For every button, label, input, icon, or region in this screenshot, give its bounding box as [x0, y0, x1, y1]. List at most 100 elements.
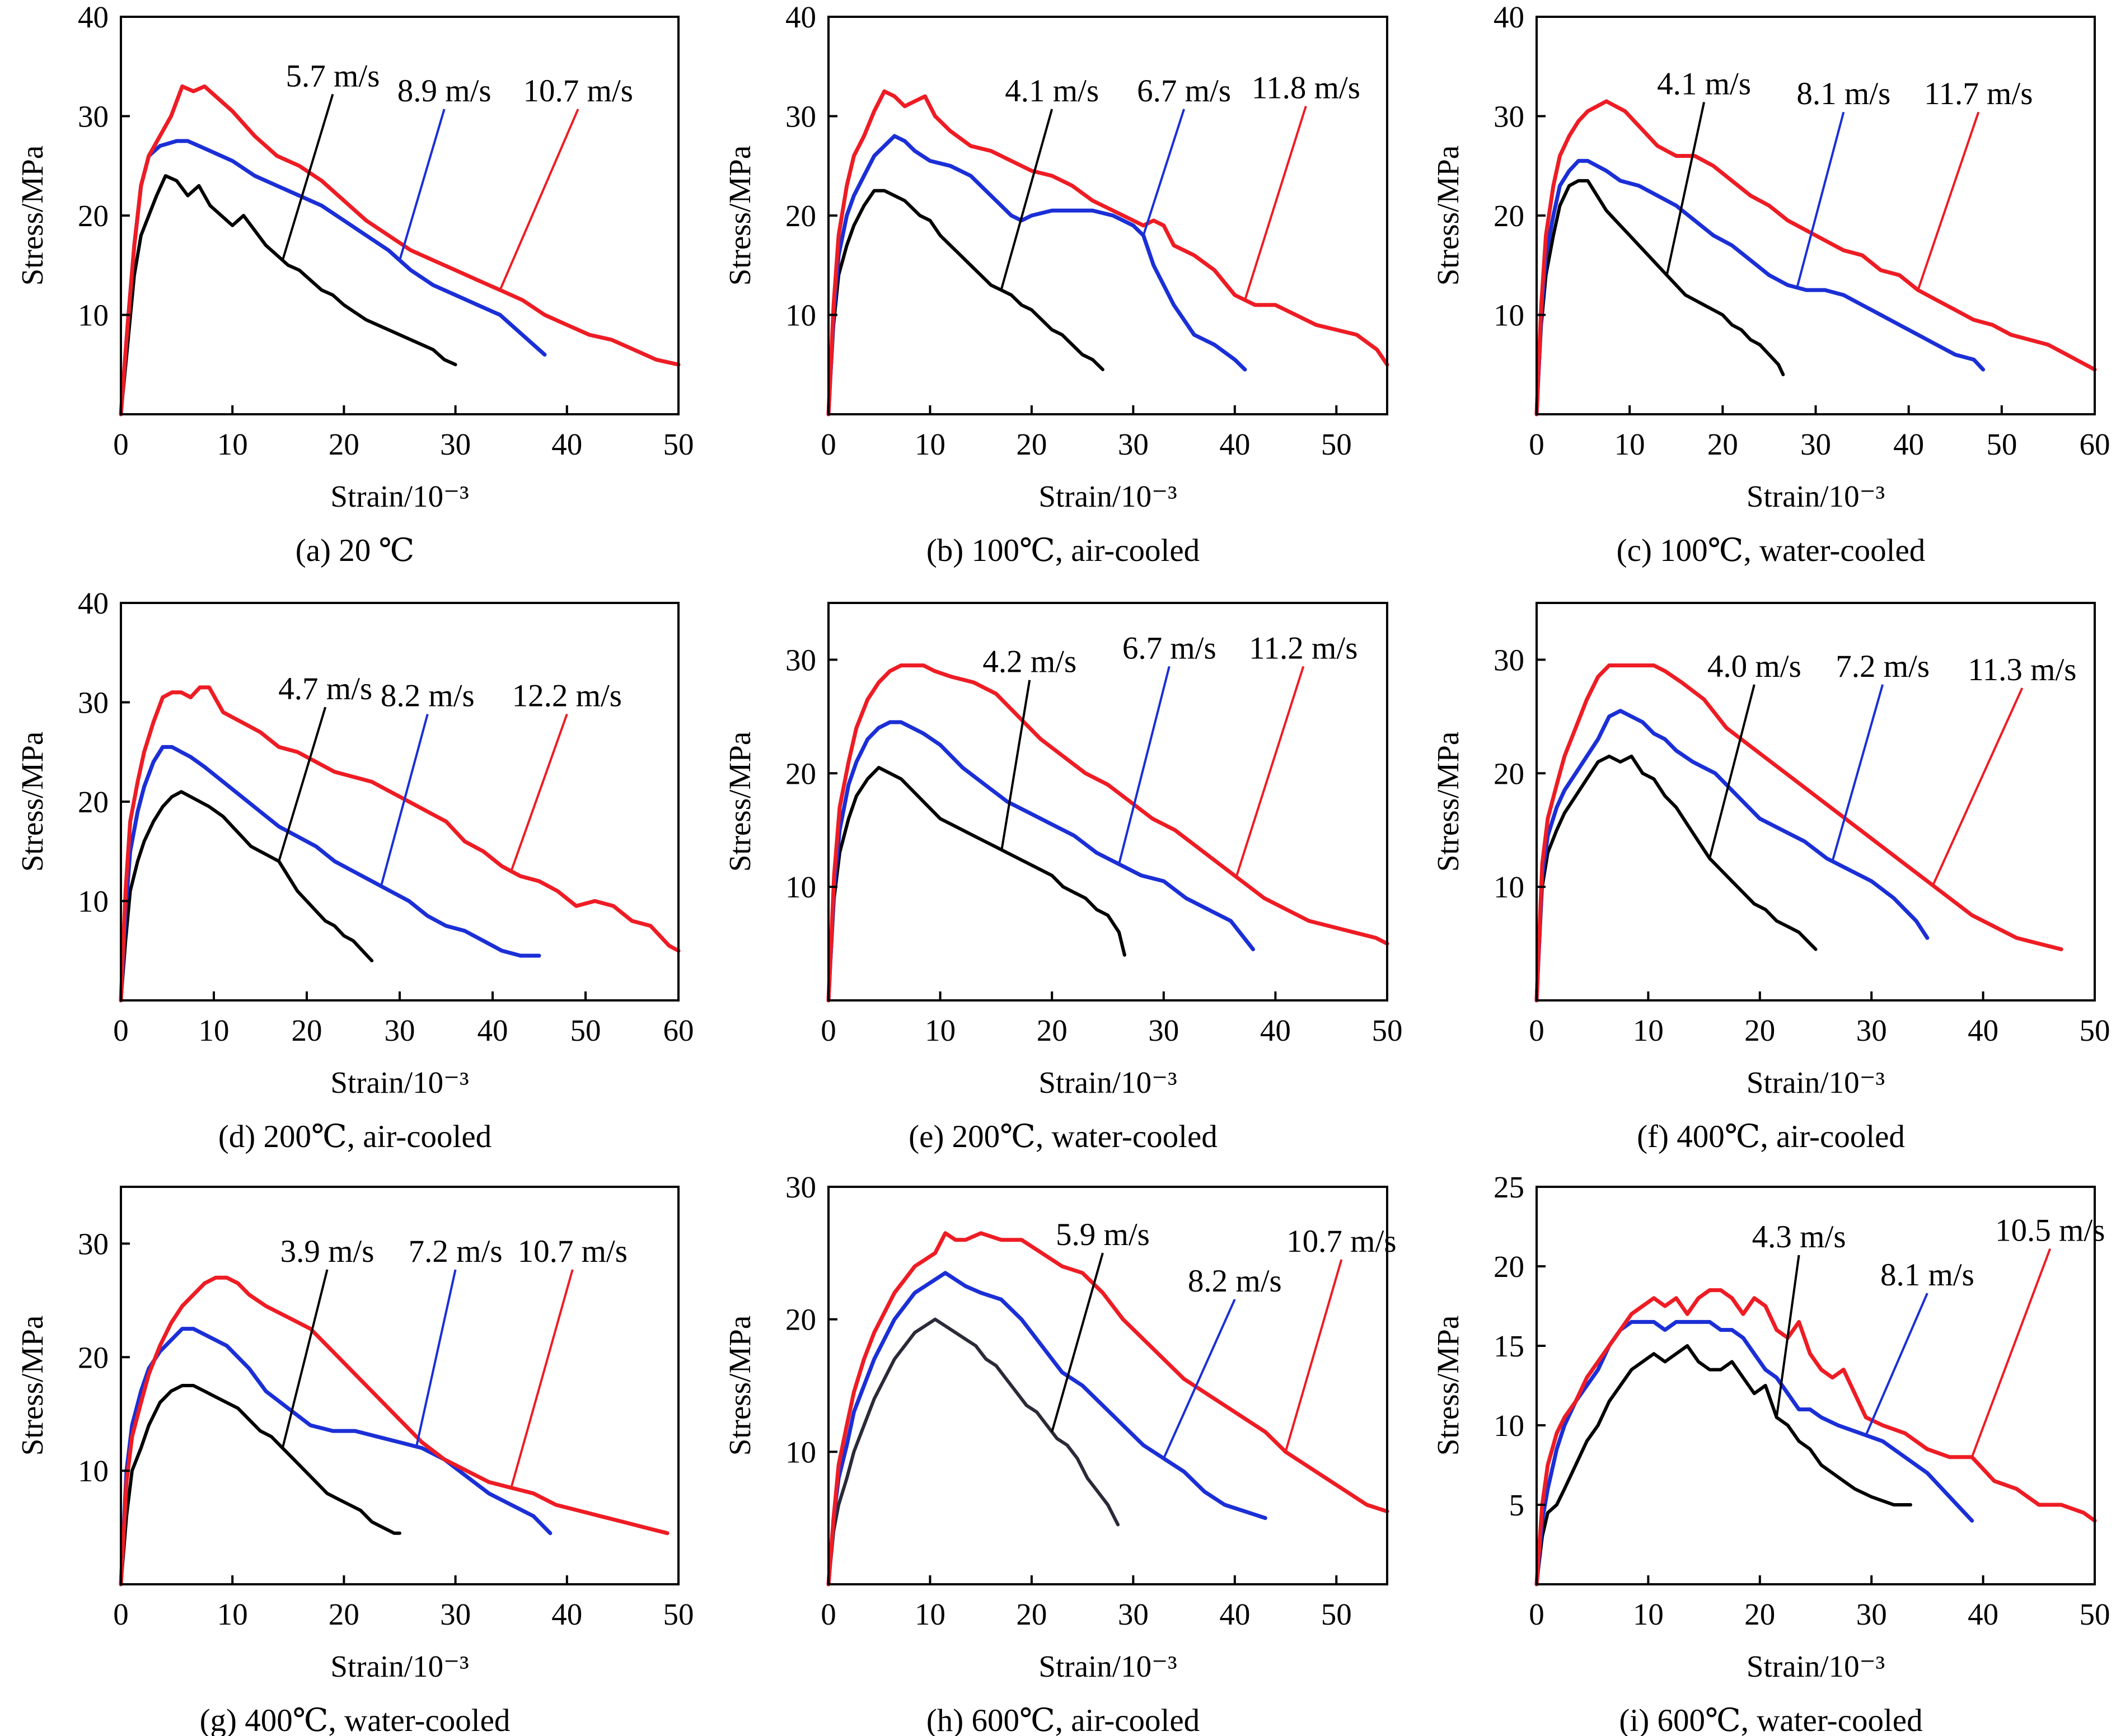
- x-tick-label: 10: [1633, 1013, 1664, 1047]
- panel-caption: (i) 600℃, water-cooled: [1619, 1703, 1922, 1736]
- annotation-label: 6.7 m/s: [1137, 73, 1231, 109]
- x-tick-label: 40: [1219, 427, 1250, 461]
- plot-frame: [1535, 602, 2096, 1002]
- annotation-label: 10.5 m/s: [1995, 1213, 2105, 1248]
- annotation-leader: [1917, 111, 1980, 291]
- series-line-1: [1534, 158, 1986, 417]
- annotation-label: 11.7 m/s: [1924, 76, 2033, 111]
- y-tick-label: 40: [785, 0, 816, 34]
- x-tick-label: 10: [915, 427, 945, 461]
- annotation-label: 4.1 m/s: [1657, 66, 1751, 101]
- annotation-label: 10.7 m/s: [1286, 1224, 1396, 1259]
- panel-caption: (b) 100℃, air-cooled: [926, 533, 1200, 568]
- x-tick-label: 30: [1118, 427, 1149, 461]
- annotation-label: 12.2 m/s: [512, 679, 622, 714]
- y-tick-label: 10: [785, 870, 816, 904]
- annotation-leader: [281, 1269, 329, 1449]
- series-line-2: [119, 685, 681, 1003]
- x-tick-label: 40: [477, 1013, 508, 1047]
- series-line-2: [1534, 1288, 2097, 1587]
- y-tick-label: 40: [1494, 0, 1524, 34]
- x-tick-label: 10: [915, 1597, 945, 1631]
- x-tick-label: 40: [1219, 1597, 1250, 1631]
- annotation-label: 11.3 m/s: [1968, 652, 2076, 687]
- x-tick-label: 40: [1968, 1597, 1998, 1631]
- y-axis-title: Stress/MPa: [15, 1316, 49, 1456]
- x-tick-label: 10: [1633, 1597, 1664, 1631]
- panel-caption: (g) 400℃, water-cooled: [200, 1703, 511, 1736]
- plot-frame: [827, 602, 1388, 1002]
- x-tick-label: 30: [1856, 1597, 1887, 1631]
- y-axis-title: Stress/MPa: [1431, 146, 1465, 286]
- y-tick-label: 10: [1494, 870, 1524, 904]
- annotation-label: 4.3 m/s: [1752, 1219, 1846, 1255]
- x-tick-label: 30: [1800, 427, 1831, 461]
- y-tick-label: 10: [78, 885, 109, 919]
- annotation-label: 3.9 m/s: [280, 1234, 374, 1269]
- annotation-label: 8.2 m/s: [381, 679, 475, 714]
- annotation-label: 8.2 m/s: [1188, 1264, 1282, 1299]
- y-tick-label: 20: [785, 756, 816, 790]
- x-tick-label: 30: [440, 427, 471, 461]
- x-tick-label: 10: [217, 427, 248, 461]
- x-axis-title: Strain/10⁻³: [1747, 1649, 1885, 1683]
- series-line-1: [1534, 1319, 1974, 1587]
- annotation-label: 11.2 m/s: [1249, 630, 1357, 666]
- x-tick-label: 0: [113, 427, 129, 461]
- y-tick-label: 30: [78, 1227, 109, 1261]
- annotation-leader: [1051, 1252, 1104, 1433]
- x-axis-title: Strain/10⁻³: [1747, 1065, 1885, 1099]
- annotation-label: 8.9 m/s: [397, 73, 491, 109]
- x-tick-label: 0: [113, 1013, 129, 1047]
- y-tick-label: 20: [1494, 199, 1524, 233]
- series-line-1: [826, 1271, 1267, 1587]
- x-tick-label: 10: [217, 1597, 248, 1631]
- x-axis-title: Strain/10⁻³: [1038, 1065, 1177, 1099]
- y-tick-label: 30: [1494, 100, 1524, 134]
- y-tick-label: 10: [1494, 298, 1524, 333]
- series-line-2: [826, 89, 1389, 417]
- panel-caption: (a) 20 ℃: [296, 533, 415, 568]
- x-tick-label: 30: [1148, 1013, 1179, 1047]
- x-tick-label: 20: [1707, 427, 1738, 461]
- x-axis-title: Strain/10⁻³: [330, 1649, 469, 1683]
- x-axis-title: Strain/10⁻³: [1038, 1649, 1177, 1683]
- panel-c: 0 10 20 30 40 50 6010203040Strain/10⁻³Stress/M…: [1431, 0, 2110, 568]
- annotation-label: 4.0 m/s: [1707, 649, 1801, 684]
- series-line-2: [119, 1275, 670, 1587]
- annotation-leader: [415, 1269, 457, 1447]
- x-tick-label: 50: [1986, 427, 2017, 461]
- x-tick-label: 0: [821, 1013, 836, 1047]
- panel-e: 0 10 20 30 40 50 10 20 30 Strain/10⁻³ Stress/MPa (e…: [723, 602, 1403, 1154]
- y-tick-label: 10: [785, 1435, 816, 1469]
- panel-g: 0 10 20 30 40 50 10 20 30 Strain/10⁻³ Stress/MPa (g…: [15, 1186, 694, 1736]
- series-line-2: [1534, 99, 2097, 417]
- annotation-label: 7.2 m/s: [1836, 649, 1930, 684]
- x-tick-label: 50: [1321, 1597, 1352, 1631]
- series-line-1: [1534, 709, 1930, 1003]
- x-tick-label: 20: [1016, 1597, 1047, 1631]
- panel-h: 0 10 20 30 40 50 10 20 30 Strain/10⁻³ Stress/MPa (h…: [723, 1170, 1397, 1736]
- series-line-0: [119, 174, 457, 416]
- annotation-label: 5.9 m/s: [1056, 1217, 1150, 1252]
- annotation-leader: [1235, 666, 1305, 877]
- y-axis-title: Stress/MPa: [723, 146, 757, 286]
- annotation-label: 10.7 m/s: [518, 1234, 628, 1269]
- x-tick-label: 40: [1893, 427, 1924, 461]
- plot-frame: [1535, 1186, 2096, 1585]
- x-tick-label: 40: [551, 427, 582, 461]
- y-axis-title: Stress/MPa: [723, 1316, 757, 1456]
- x-tick-label: 0: [1529, 1013, 1544, 1047]
- panel-b: 0 10 20 30 40 50 10 20 30 40 Strain/10⁻³ Stress/MPa…: [723, 0, 1389, 568]
- series-line-1: [119, 745, 541, 1003]
- panel-a: 0 10 20 30 40 50 10 20 30 40 Strain/10⁻³ Stress/MPa…: [15, 0, 694, 568]
- x-tick-label: 40: [1260, 1013, 1291, 1047]
- annotation-leader: [1000, 680, 1031, 850]
- y-tick-label: 30: [785, 643, 816, 677]
- y-tick-label: 10: [78, 1454, 109, 1488]
- series-line-0: [827, 766, 1126, 1002]
- x-axis-title: Strain/10⁻³: [330, 479, 469, 513]
- annotation-leader: [1796, 111, 1845, 288]
- x-tick-label: 60: [663, 1013, 694, 1047]
